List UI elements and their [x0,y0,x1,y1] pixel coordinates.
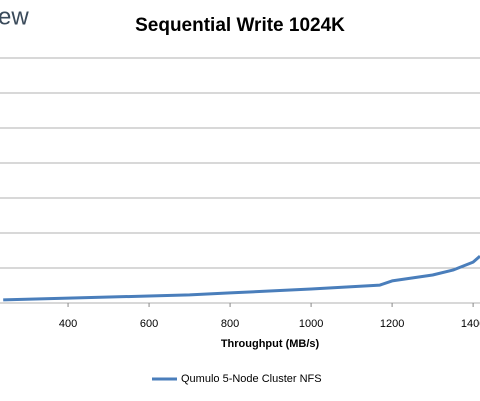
chart-title: Sequential Write 1024K [135,15,345,36]
x-tick-label: 800 [221,318,239,330]
x-tick-label: 1000 [299,318,323,330]
x-tick-label: 600 [140,318,158,330]
legend-label: Qumulo 5-Node Cluster NFS [181,373,322,385]
x-axis-label: Throughput (MB/s) [221,338,320,350]
data-line [3,254,480,302]
x-tick-label: 1400 [461,318,480,330]
x-tick-label: 400 [59,318,77,330]
x-tick-label: 1200 [380,318,404,330]
logo-text: ew [0,3,29,30]
